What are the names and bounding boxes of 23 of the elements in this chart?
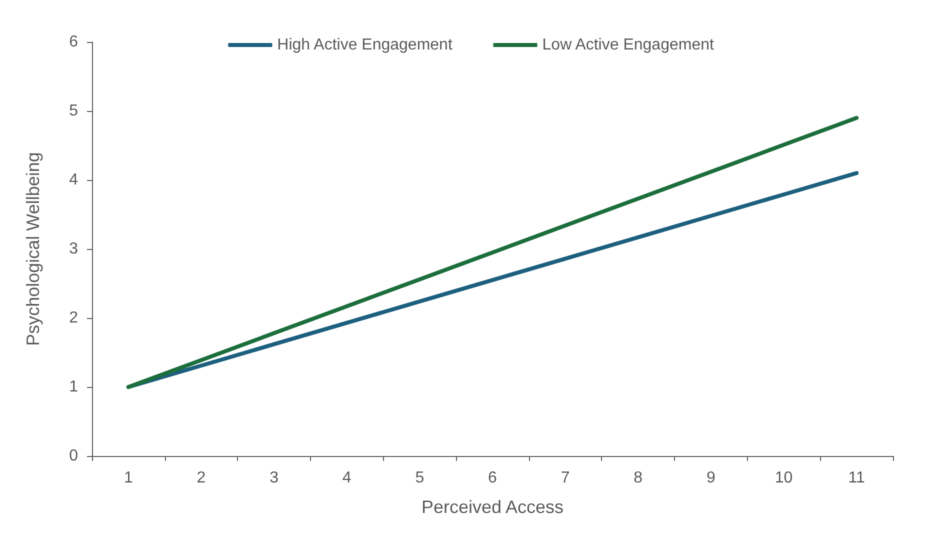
x-tick-label: 10: [774, 470, 793, 486]
x-tick-label: 9: [706, 470, 716, 486]
y-tick-label: 5: [69, 102, 78, 120]
legend-label: High Active Engagement: [277, 36, 453, 54]
x-tick-label: 5: [415, 470, 424, 486]
legend-label: Low Active Engagement: [542, 36, 714, 54]
line-series: [126, 116, 859, 389]
x-axis-title: Perceived Access: [421, 497, 564, 517]
x-tick-label: 11: [848, 470, 865, 486]
y-axis-title: Psychological Wellbeing: [23, 152, 43, 346]
y-tick-label: 0: [69, 448, 78, 464]
y-tick-label: 2: [69, 310, 78, 326]
y-tick-label: 1: [69, 378, 78, 396]
x-tick-label: 1: [124, 470, 133, 486]
x-tick-label: 6: [488, 470, 498, 486]
y-tick-label: 4: [69, 172, 78, 188]
y-tick-label: 3: [69, 240, 78, 258]
x-tick-label: 8: [634, 470, 643, 486]
y-tick-label: 6: [69, 34, 78, 50]
x-tick-label: 2: [196, 470, 206, 486]
x-tick-label: 7: [560, 470, 570, 486]
x-tick-label: 4: [342, 470, 352, 486]
x-tick-label: 3: [270, 470, 279, 486]
